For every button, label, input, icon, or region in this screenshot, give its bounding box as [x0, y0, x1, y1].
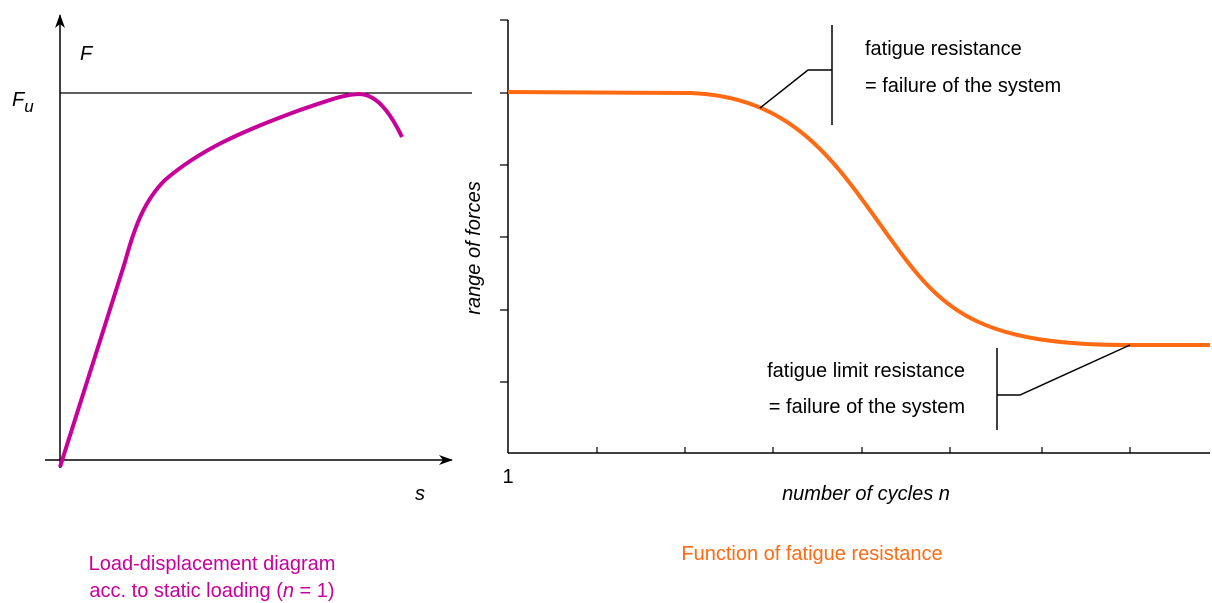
annotation-leader	[759, 25, 833, 125]
caption-italic: n	[283, 580, 294, 602]
load-displacement-diagram: F Fu s Load-displacement diagram acc. to…	[12, 14, 472, 602]
ticks	[500, 19, 1131, 453]
annotation-line1: fatigue limit resistance	[767, 360, 965, 382]
caption: Function of fatigue resistance	[681, 543, 942, 565]
fatigue-curve	[507, 90, 1210, 347]
caption-line1: Load-displacement diagram	[89, 553, 336, 575]
caption-line2: acc. to static loading (n = 1)	[89, 580, 334, 602]
annotation-leader	[996, 344, 1131, 430]
ultimate-subscript: u	[24, 97, 34, 116]
x-axis-label: s	[415, 483, 425, 505]
fatigue-diagram: fatigue resistance = failure of the syst…	[463, 19, 1210, 565]
x-origin-label: 1	[502, 466, 513, 488]
y-axis-label: F	[80, 43, 94, 65]
load-curve	[58, 91, 404, 468]
annotation-line2: = failure of the system	[865, 75, 1061, 97]
annotation-line2: = failure of the system	[769, 396, 965, 418]
x-axis-label: number of cycles n	[782, 483, 950, 505]
caption-part: acc. to static loading (	[89, 580, 283, 602]
annotation-line1: fatigue resistance	[865, 38, 1022, 60]
ultimate-main: F	[12, 89, 26, 111]
y-axis-label: range of forces	[463, 181, 485, 314]
caption-part: = 1)	[294, 580, 335, 602]
ultimate-label: Fu	[12, 89, 34, 116]
